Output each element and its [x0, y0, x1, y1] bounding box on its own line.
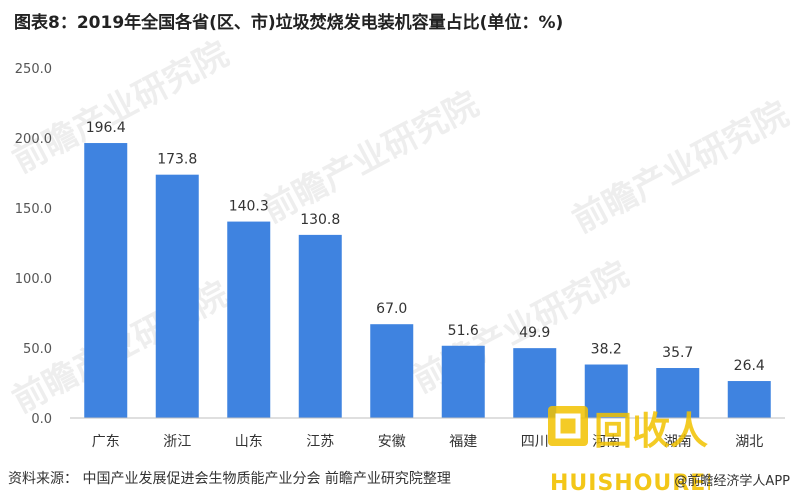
data-label-9: 26.4 — [734, 358, 765, 374]
y-tick-label: 150.0 — [15, 202, 52, 217]
data-labels: 196.4 173.8 140.3 130.8 67.0 51.6 49.9 38.2 35.7… — [86, 120, 765, 374]
data-label-5: 51.6 — [448, 323, 479, 339]
data-label-7: 38.2 — [591, 342, 622, 358]
huishouren-logo: 回收人 HUISHOUREN — [548, 406, 710, 496]
category-label-6: 四川 — [521, 434, 549, 450]
bar-3 — [298, 234, 342, 418]
category-label-7: 河南 — [592, 434, 620, 450]
y-tick-label: 250.0 — [15, 62, 52, 77]
bar-1 — [155, 174, 199, 418]
category-labels: 广东 浙江 山东 江苏 安徽 福建 四川 河南 湖南 湖北 — [92, 434, 764, 450]
category-label-3: 江苏 — [306, 434, 334, 450]
data-label-8: 35.7 — [662, 345, 693, 361]
footer-source: 资料来源： 中国产业发展促进会生物质能产业分会 前瞻产业研究院整理 — [8, 471, 451, 487]
y-tick-label: 0.0 — [31, 412, 52, 427]
y-axis-ticks: 0.0 50.0 100.0 150.0 200.0 250.0 — [15, 62, 52, 427]
data-label-1: 173.8 — [157, 152, 197, 168]
data-label-2: 140.3 — [229, 199, 269, 215]
logo-subtitle: HUISHOUREN — [550, 471, 710, 496]
data-label-0: 196.4 — [86, 120, 126, 136]
data-label-4: 67.0 — [376, 301, 407, 317]
bar-5 — [441, 345, 485, 418]
category-label-9: 湖北 — [735, 434, 763, 450]
bar-0 — [84, 143, 128, 419]
bar-8 — [656, 368, 700, 418]
bar-6 — [513, 348, 557, 418]
data-label-3: 130.8 — [300, 212, 340, 228]
category-label-4: 安徽 — [378, 434, 406, 450]
category-label-2: 山东 — [235, 434, 263, 450]
category-label-0: 广东 — [92, 434, 120, 450]
bars — [84, 143, 771, 419]
bar-9 — [727, 381, 771, 418]
category-label-5: 福建 — [449, 434, 477, 450]
y-tick-label: 50.0 — [23, 342, 52, 357]
category-label-8: 湖南 — [664, 434, 692, 450]
bar-7 — [584, 364, 628, 418]
bar-2 — [227, 221, 271, 418]
logo-glyphs: 回收人 — [594, 409, 708, 453]
bar-4 — [370, 324, 414, 418]
category-label-1: 浙江 — [163, 434, 191, 450]
y-tick-label: 200.0 — [15, 132, 52, 147]
footer-account: @前瞻经济学人APP — [674, 474, 790, 489]
data-label-6: 49.9 — [519, 325, 550, 341]
y-tick-label: 100.0 — [15, 272, 52, 287]
chart-title: 图表8：2019年全国各省(区、市)垃圾焚烧发电装机容量占比(单位：%) — [14, 13, 564, 33]
